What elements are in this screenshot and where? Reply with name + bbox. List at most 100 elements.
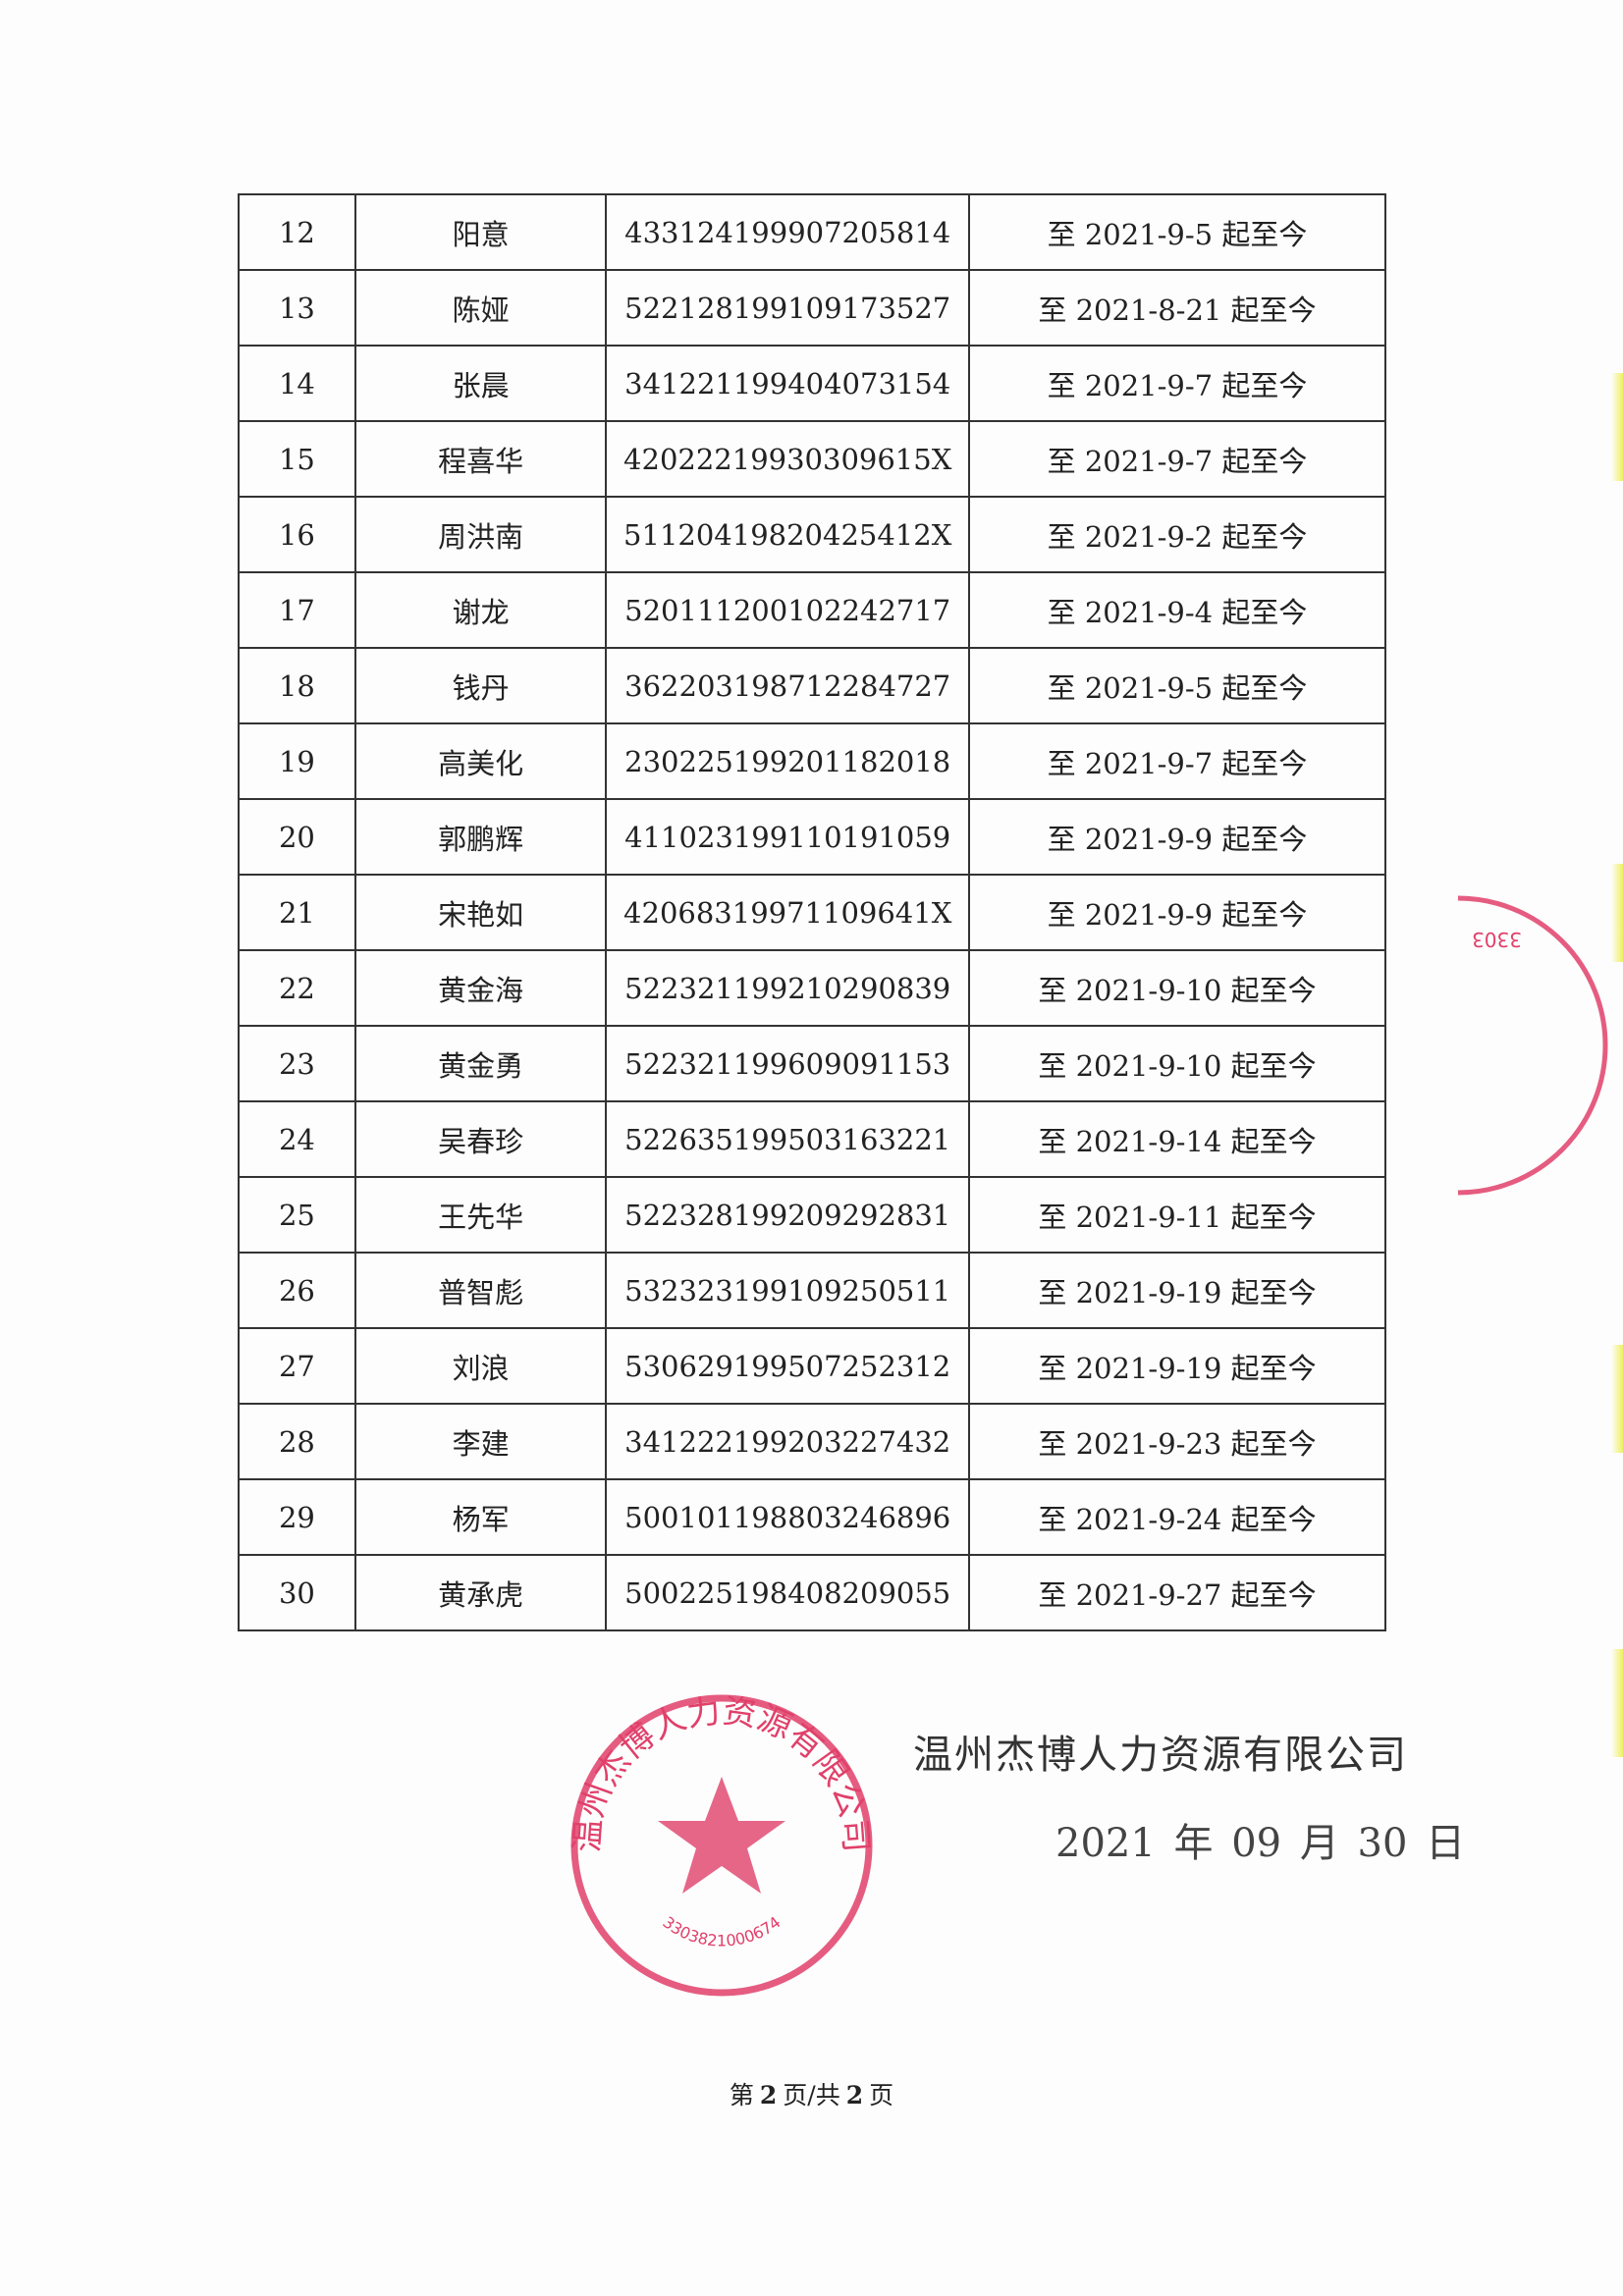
id-number: 42068319971109641X <box>605 874 970 951</box>
partial-seal-number: 3303 <box>1472 928 1522 951</box>
row-number: 22 <box>238 949 356 1027</box>
employee-name: 程喜华 <box>353 420 608 498</box>
table-row: 18 钱丹 362203198712284727 至 2021-9-5 起至今 <box>238 647 1387 724</box>
employee-table: 12 阳意 433124199907205814 至 2021-9-5 起至今 13 陈娅… <box>238 193 1387 1631</box>
employee-name: 普智彪 <box>353 1252 608 1329</box>
employee-name: 高美化 <box>353 722 608 800</box>
table-row: 12 阳意 433124199907205814 至 2021-9-5 起至今 <box>238 193 1387 271</box>
employment-period: 至 2021-9-9 起至今 <box>967 798 1387 876</box>
employment-period: 至 2021-9-14 起至今 <box>967 1100 1387 1178</box>
table-row: 23 黄金勇 522321199609091153 至 2021-9-10 起至今 <box>238 1025 1387 1102</box>
id-number: 230225199201182018 <box>605 722 970 800</box>
employment-period: 至 2021-9-24 起至今 <box>967 1478 1387 1556</box>
table-row: 26 普智彪 532323199109250511 至 2021-9-19 起至今 <box>238 1252 1387 1329</box>
id-number: 341221199404073154 <box>605 345 970 422</box>
seal-number: 3303821000674 <box>659 1912 784 1949</box>
scan-mark <box>1611 373 1623 481</box>
employee-name: 钱丹 <box>353 647 608 724</box>
row-number: 30 <box>238 1554 356 1631</box>
row-number: 29 <box>238 1478 356 1556</box>
employment-period: 至 2021-9-11 起至今 <box>967 1176 1387 1254</box>
table-row: 19 高美化 230225199201182018 至 2021-9-7 起至今 <box>238 722 1387 800</box>
row-number: 27 <box>238 1327 356 1405</box>
row-number: 13 <box>238 269 356 347</box>
employee-name: 黄承虎 <box>353 1554 608 1631</box>
table-row: 13 陈娅 522128199109173527 至 2021-8-21 起至今 <box>238 269 1387 347</box>
employment-period: 至 2021-9-4 起至今 <box>967 571 1387 649</box>
employment-period: 至 2021-9-2 起至今 <box>967 496 1387 573</box>
company-seal: 温州杰博人力资源有限公司 3303821000674 <box>568 1691 876 1997</box>
employment-period: 至 2021-9-7 起至今 <box>967 345 1387 422</box>
signature-date: 2021 年 09 月 30 日 <box>1055 1821 1466 1866</box>
employment-period: 至 2021-9-9 起至今 <box>967 874 1387 951</box>
row-number: 19 <box>238 722 356 800</box>
employment-period: 至 2021-8-21 起至今 <box>967 269 1387 347</box>
row-number: 21 <box>238 874 356 951</box>
page-footer: 第 2 页/共 2 页 <box>729 2081 894 2109</box>
table-row: 29 杨军 500101198803246896 至 2021-9-24 起至今 <box>238 1478 1387 1556</box>
row-number: 15 <box>238 420 356 498</box>
employee-name: 杨军 <box>353 1478 608 1556</box>
table-row: 24 吴春珍 522635199503163221 至 2021-9-14 起至今 <box>238 1100 1387 1178</box>
employment-period: 至 2021-9-7 起至今 <box>967 722 1387 800</box>
row-number: 25 <box>238 1176 356 1254</box>
table-row: 15 程喜华 42022219930309615X 至 2021-9-7 起至今 <box>238 420 1387 498</box>
row-number: 12 <box>238 193 356 271</box>
employment-period: 至 2021-9-27 起至今 <box>967 1554 1387 1631</box>
partial-seal: 3303 <box>1457 895 1608 1196</box>
row-number: 16 <box>238 496 356 573</box>
svg-text:温州杰博人力资源有限公司: 温州杰博人力资源有限公司 <box>568 1691 876 1853</box>
scan-mark <box>1611 864 1623 962</box>
employment-period: 至 2021-9-19 起至今 <box>967 1252 1387 1329</box>
id-number: 362203198712284727 <box>605 647 970 724</box>
employee-name: 刘浪 <box>353 1327 608 1405</box>
id-number: 522321199210290839 <box>605 949 970 1027</box>
id-number: 522128199109173527 <box>605 269 970 347</box>
row-number: 26 <box>238 1252 356 1329</box>
id-number: 411023199110191059 <box>605 798 970 876</box>
table-row: 27 刘浪 530629199507252312 至 2021-9-19 起至今 <box>238 1327 1387 1405</box>
table-row: 28 李建 341222199203227432 至 2021-9-23 起至今 <box>238 1403 1387 1480</box>
table-row: 21 宋艳如 42068319971109641X 至 2021-9-9 起至今 <box>238 874 1387 951</box>
employee-name: 吴春珍 <box>353 1100 608 1178</box>
employment-period: 至 2021-9-5 起至今 <box>967 647 1387 724</box>
table-row: 14 张晨 341221199404073154 至 2021-9-7 起至今 <box>238 345 1387 422</box>
table-row: 30 黄承虎 500225198408209055 至 2021-9-27 起至今 <box>238 1554 1387 1631</box>
company-name: 温州杰博人力资源有限公司 <box>913 1733 1408 1778</box>
id-number: 500101198803246896 <box>605 1478 970 1556</box>
row-number: 18 <box>238 647 356 724</box>
scan-mark <box>1611 1345 1623 1453</box>
id-number: 522635199503163221 <box>605 1100 970 1178</box>
table-row: 17 谢龙 520111200102242717 至 2021-9-4 起至今 <box>238 571 1387 649</box>
employment-period: 至 2021-9-23 起至今 <box>967 1403 1387 1480</box>
svg-text:3303821000674: 3303821000674 <box>659 1912 784 1949</box>
employee-name: 李建 <box>353 1403 608 1480</box>
employment-period: 至 2021-9-7 起至今 <box>967 420 1387 498</box>
row-number: 28 <box>238 1403 356 1480</box>
table-row: 20 郭鹏辉 411023199110191059 至 2021-9-9 起至今 <box>238 798 1387 876</box>
row-number: 23 <box>238 1025 356 1102</box>
employee-name: 张晨 <box>353 345 608 422</box>
table-row: 22 黄金海 522321199210290839 至 2021-9-10 起至今 <box>238 949 1387 1027</box>
id-number: 530629199507252312 <box>605 1327 970 1405</box>
employee-name: 谢龙 <box>353 571 608 649</box>
employee-name: 黄金海 <box>353 949 608 1027</box>
id-number: 522328199209292831 <box>605 1176 970 1254</box>
employee-name: 宋艳如 <box>353 874 608 951</box>
employment-period: 至 2021-9-19 起至今 <box>967 1327 1387 1405</box>
star-icon <box>658 1777 785 1894</box>
row-number: 17 <box>238 571 356 649</box>
id-number: 433124199907205814 <box>605 193 970 271</box>
employment-period: 至 2021-9-5 起至今 <box>967 193 1387 271</box>
employee-name: 王先华 <box>353 1176 608 1254</box>
id-number: 341222199203227432 <box>605 1403 970 1480</box>
id-number: 520111200102242717 <box>605 571 970 649</box>
row-number: 14 <box>238 345 356 422</box>
scan-mark <box>1611 1649 1623 1757</box>
id-number: 532323199109250511 <box>605 1252 970 1329</box>
employee-name: 阳意 <box>353 193 608 271</box>
row-number: 24 <box>238 1100 356 1178</box>
employment-period: 至 2021-9-10 起至今 <box>967 1025 1387 1102</box>
employee-name: 黄金勇 <box>353 1025 608 1102</box>
table-row: 16 周洪南 51120419820425412X 至 2021-9-2 起至今 <box>238 496 1387 573</box>
